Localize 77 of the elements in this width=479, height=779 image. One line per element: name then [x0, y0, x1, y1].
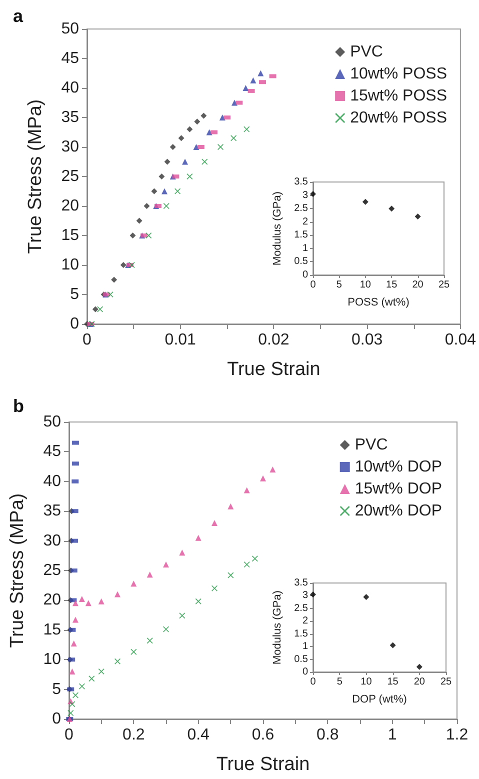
- legend-label: 15wt% POSS: [350, 88, 448, 104]
- y-axis-title: Modulus (GPa): [272, 590, 284, 664]
- x-tick-label: 0.2: [122, 726, 145, 744]
- x-tick-label: 0: [310, 676, 316, 688]
- x-tick-label: 5: [336, 676, 343, 688]
- x-tick-label: 0.8: [316, 726, 339, 744]
- y-tick-label: 3.5: [294, 176, 308, 188]
- x-tick-label: 0.01: [164, 332, 196, 348]
- y-tick-label: 1.5: [294, 628, 308, 640]
- chart-title: b: [13, 396, 24, 416]
- y-tick-label: 25: [43, 562, 62, 579]
- legend-label: PVC: [350, 44, 383, 60]
- y-tick-label: 2: [302, 616, 308, 627]
- legend-label: 10wt% POSS: [350, 66, 448, 82]
- x-tick-label: 25: [438, 280, 450, 290]
- y-tick-label: 1: [302, 242, 308, 254]
- x-axis-title: True Strain: [227, 359, 320, 380]
- y-tick-label: 45: [61, 50, 80, 67]
- x-tick-label: 5: [336, 280, 342, 290]
- y-tick-label: 10: [43, 651, 62, 668]
- x-tick-label: 0: [82, 332, 92, 348]
- x-tick-label: 0.6: [252, 726, 274, 744]
- y-tick-label: 0: [302, 270, 308, 280]
- legend-label: 10wt% DOP: [354, 458, 442, 476]
- x-axis-title: DOP (wt%): [352, 694, 407, 706]
- x-tick-label: 0.04: [444, 332, 476, 348]
- legend-label: 15wt% DOP: [354, 480, 442, 498]
- x-tick-label: 20: [414, 676, 426, 688]
- x-tick-label: 1: [388, 726, 397, 744]
- x-tick-label: 0: [310, 280, 316, 290]
- y-tick-label: 3: [302, 590, 308, 602]
- x-axis-title: True Strain: [216, 754, 310, 775]
- y-axis-title: True Stress (MPa): [7, 493, 28, 648]
- legend-label: 20wt% POSS: [350, 110, 448, 126]
- y-tick-label: 35: [61, 109, 80, 126]
- y-tick-label: 0.5: [294, 654, 308, 665]
- y-tick-label: 45: [43, 443, 62, 460]
- legend-label: PVC: [354, 436, 388, 454]
- x-tick-label: 15: [386, 280, 398, 290]
- x-tick-label: 0.4: [187, 726, 210, 744]
- y-tick-label: 3.5: [294, 578, 308, 588]
- y-axis-title: True Stress (MPa): [25, 99, 46, 254]
- x-tick-label: 20: [412, 280, 424, 290]
- y-tick-label: 20: [43, 592, 62, 609]
- y-tick-label: 20: [61, 198, 80, 214]
- y-tick-label: 1: [302, 641, 308, 652]
- y-tick-label: 50: [43, 414, 62, 430]
- legend-label: 20wt% DOP: [354, 502, 442, 520]
- y-tick-label: 2: [302, 216, 308, 228]
- y-tick-label: 15: [43, 621, 62, 638]
- y-tick-label: 2.5: [294, 203, 308, 214]
- x-axis-title: POSS (wt%): [348, 296, 410, 308]
- y-tick-label: 40: [61, 80, 80, 96]
- y-tick-label: 0: [52, 710, 62, 728]
- x-tick-label: 10: [360, 676, 372, 688]
- y-tick-label: 3: [302, 190, 308, 201]
- y-tick-label: 10: [61, 256, 80, 274]
- x-tick-label: 25: [440, 676, 452, 688]
- y-axis-title: Modulus (GPa): [272, 192, 284, 266]
- y-tick-label: 0: [302, 666, 308, 678]
- x-tick-label: 15: [387, 676, 399, 688]
- y-tick-label: 35: [43, 502, 62, 520]
- x-tick-label: 1.2: [446, 726, 468, 744]
- y-tick-label: 30: [43, 532, 62, 550]
- y-tick-label: 15: [61, 227, 80, 244]
- y-tick-label: 25: [61, 168, 80, 185]
- chart-title: a: [13, 6, 24, 26]
- y-tick-label: 1.5: [294, 230, 308, 241]
- y-tick-label: 0: [70, 316, 80, 332]
- x-tick-label: 0.02: [258, 332, 290, 348]
- y-tick-label: 2.5: [294, 602, 308, 614]
- y-tick-label: 0.5: [294, 256, 308, 268]
- x-tick-label: 10: [360, 280, 372, 290]
- y-tick-label: 40: [43, 472, 62, 490]
- y-tick-label: 30: [61, 138, 80, 156]
- x-tick-label: 0.03: [352, 332, 383, 348]
- y-tick-label: 50: [61, 20, 80, 38]
